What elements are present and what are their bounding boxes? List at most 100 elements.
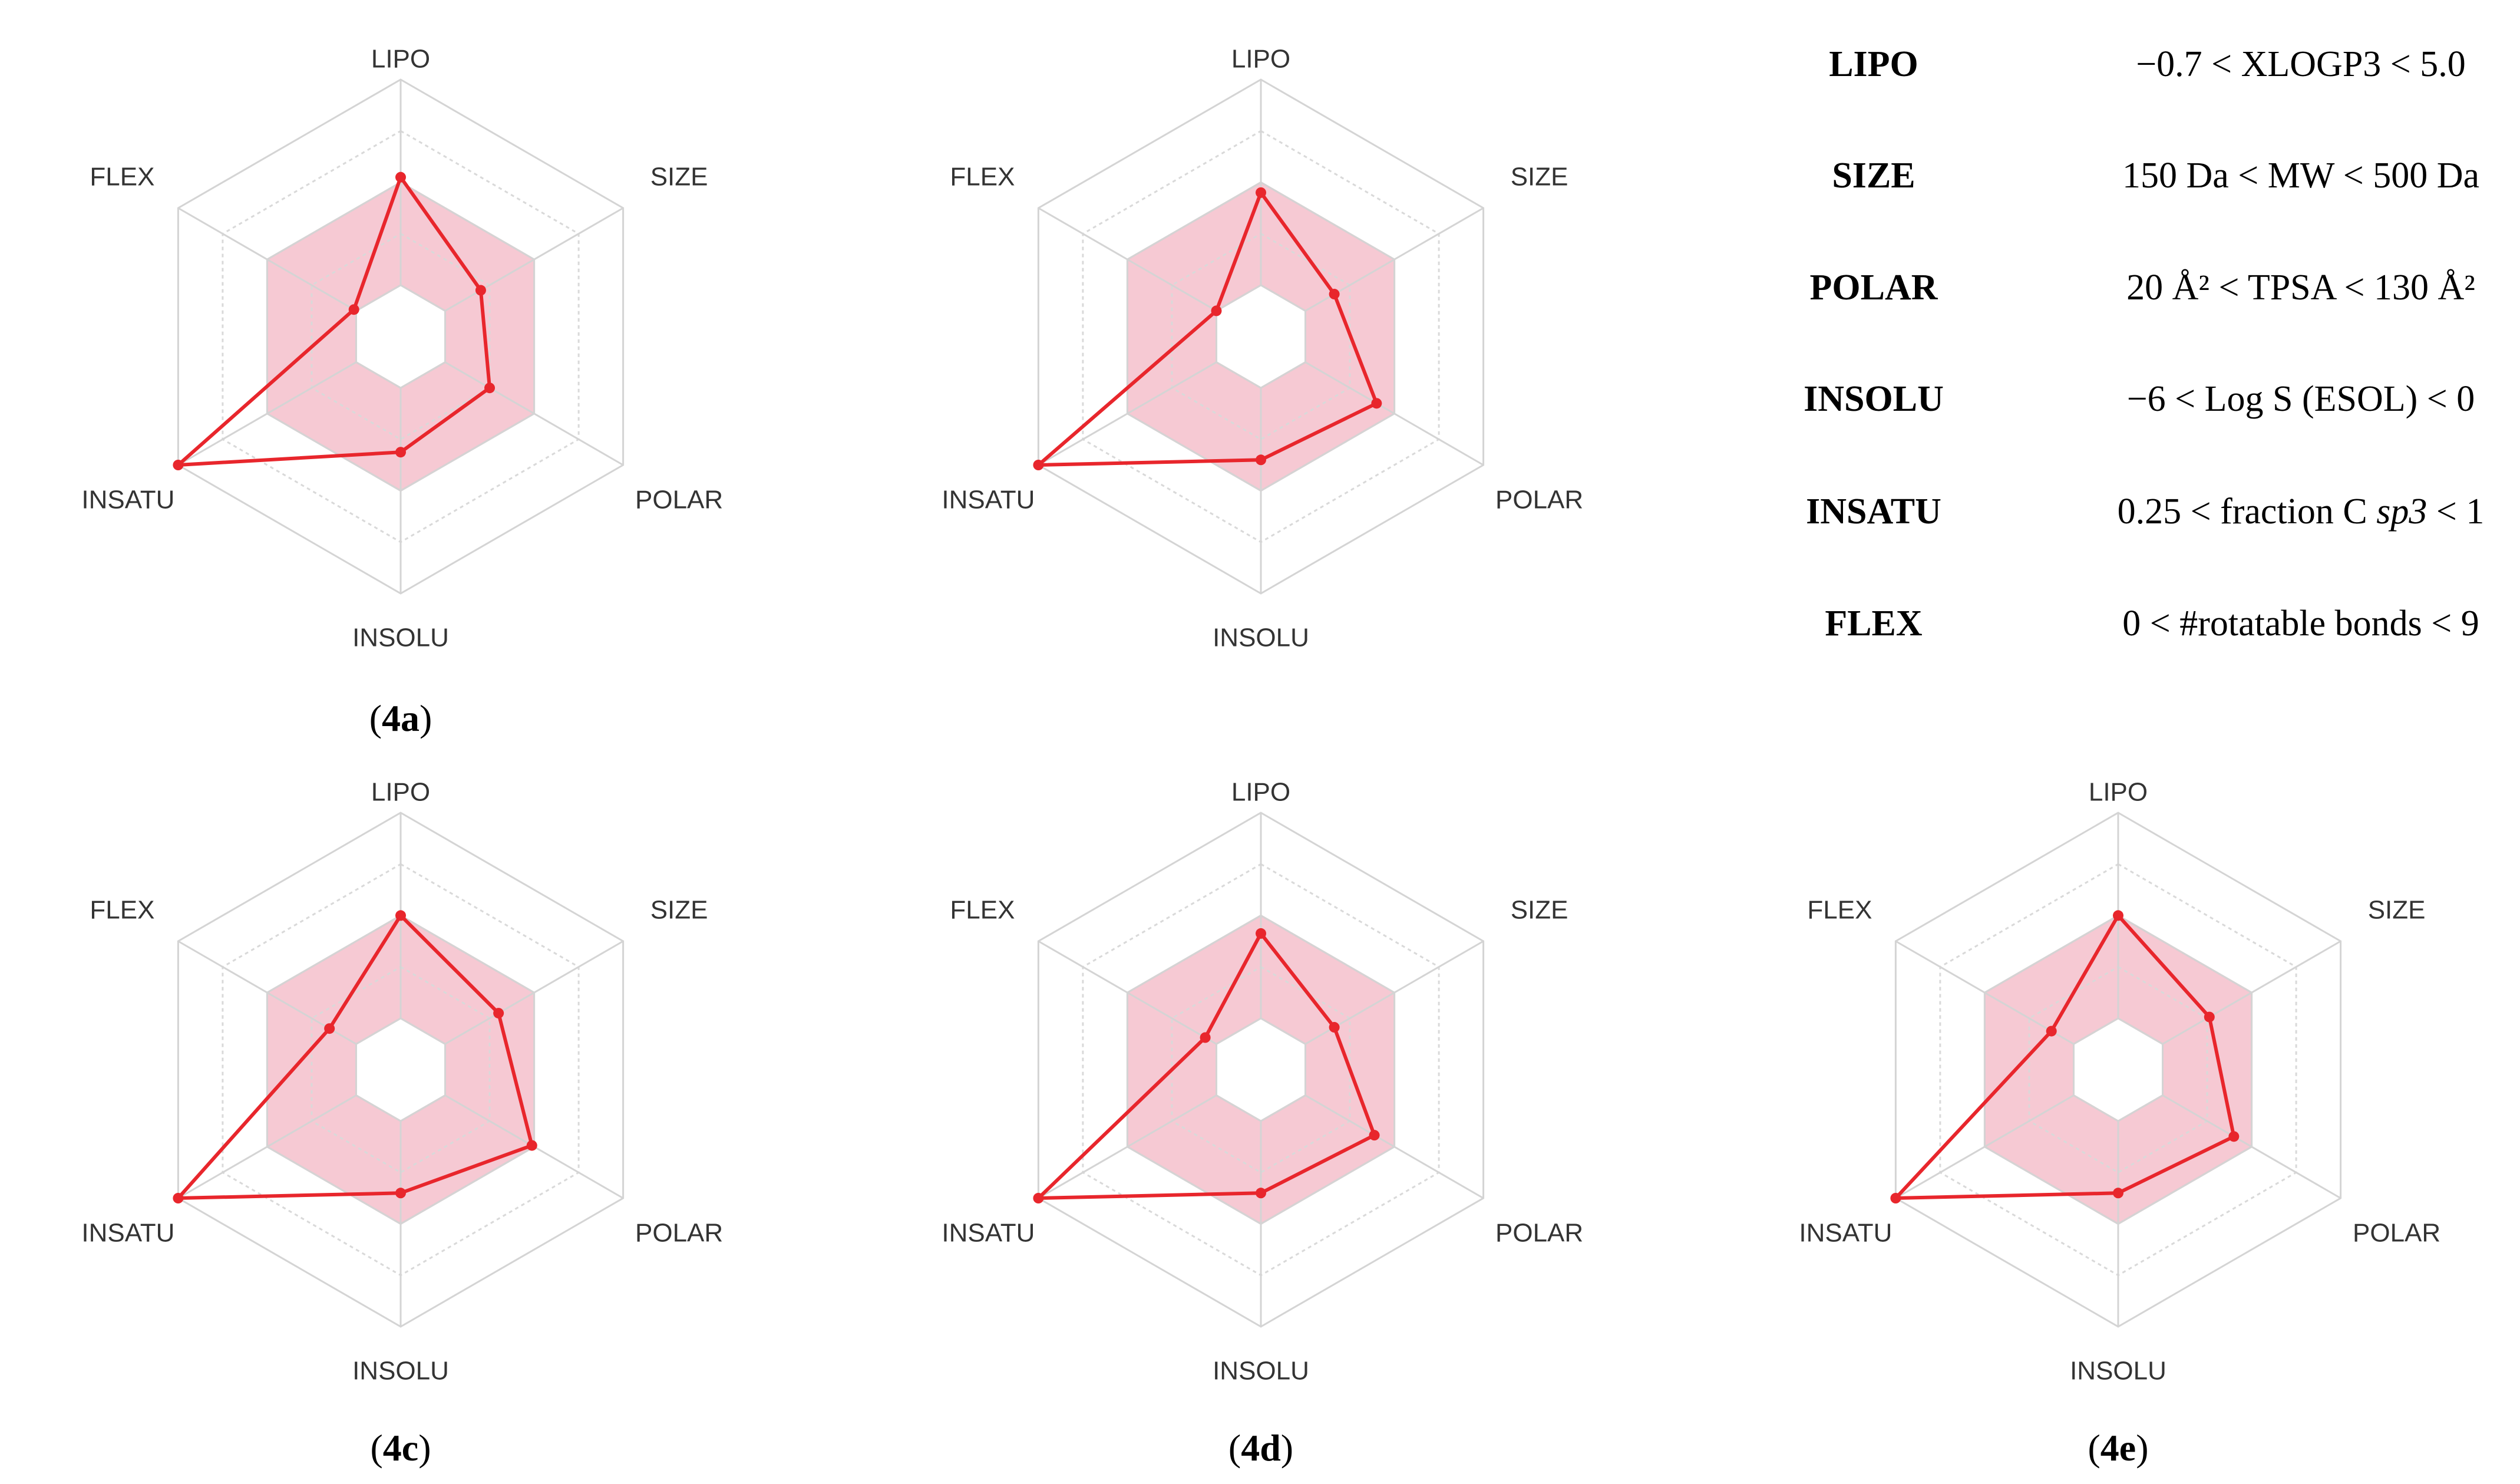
data-point-insatu — [1033, 460, 1044, 470]
data-point-flex — [324, 1023, 335, 1034]
data-point-insolu — [1256, 454, 1266, 466]
axis-spoke — [177, 1094, 357, 1199]
axis-label-insatu: INSATU — [81, 486, 174, 515]
axis-label-insolu: INSOLU — [1213, 624, 1309, 652]
data-point-insolu — [2113, 1188, 2123, 1199]
axis-label-flex: FLEX — [90, 163, 154, 192]
axis-label-polar: POLAR — [635, 486, 723, 515]
criteria-row-insolu: INSOLU −6 < Log S (ESOL) < 0 — [1804, 379, 2475, 419]
criteria-range: 0.25 < fraction C sp3 < 1 — [2118, 492, 2485, 532]
axis-label-size: SIZE — [650, 896, 708, 925]
panel-label-close: ) — [420, 697, 432, 739]
panel-label-open: ( — [369, 697, 382, 739]
axis-label-flex: FLEX — [950, 896, 1015, 925]
axis-spoke — [1304, 1094, 1484, 1199]
axis-label-flex: FLEX — [90, 896, 154, 925]
axis-label-polar: POLAR — [2353, 1219, 2440, 1248]
panel-label-close: ) — [2136, 1427, 2148, 1469]
axis-label-insatu: INSATU — [1799, 1219, 1892, 1248]
data-point-lipo — [2113, 910, 2123, 921]
axis-label-insatu: INSATU — [942, 1219, 1035, 1248]
radar-chart-5: LIPO SIZE POLAR INSOLU INSATU FLEX (4e) — [1799, 778, 2440, 1469]
panel-label: (4a) — [369, 697, 432, 739]
criteria-range: 0 < #rotatable bonds < 9 — [2122, 604, 2479, 644]
panel-label-close: ) — [1281, 1427, 1293, 1469]
data-point-polar — [1371, 398, 1382, 409]
panel-label: (4d) — [1228, 1427, 1293, 1469]
data-point-flex — [1211, 305, 1222, 316]
panel-label-open: ( — [370, 1427, 382, 1469]
axis-label-insatu: INSATU — [81, 1219, 174, 1248]
data-point-insatu — [173, 1193, 184, 1203]
data-point-insatu — [1033, 1193, 1044, 1203]
criteria-row-lipo: LIPO −0.7 < XLOGP3 < 5.0 — [1829, 44, 2466, 84]
data-point-flex — [1200, 1032, 1211, 1043]
axis-spoke — [444, 207, 624, 312]
criteria-range-italic: sp3 — [2376, 492, 2427, 532]
panel-label-id: 4e — [2100, 1427, 2136, 1469]
radar-chart-2: LIPO SIZE POLAR INSOLU INSATU FLEX — [942, 45, 1583, 652]
criteria-name: INSATU — [1806, 492, 1941, 532]
axis-label-insolu: INSOLU — [2070, 1357, 2166, 1386]
axis-spoke — [1038, 1094, 1217, 1199]
axis-spoke — [444, 940, 624, 1045]
axis-spoke — [1038, 361, 1217, 466]
data-point-size — [1329, 1022, 1340, 1033]
panel-label-id: 4d — [1241, 1427, 1281, 1469]
axis-spoke — [1038, 940, 1217, 1045]
axis-spoke — [177, 361, 357, 466]
data-point-insatu — [173, 460, 184, 470]
criteria-range: 20 Å² < TPSA < 130 Å² — [2126, 268, 2475, 308]
data-point-polar — [484, 382, 496, 394]
axis-spoke — [1895, 1094, 2075, 1199]
criteria-range: −6 < Log S (ESOL) < 0 — [2127, 379, 2475, 419]
data-point-lipo — [395, 910, 406, 921]
axis-label-lipo: LIPO — [371, 45, 430, 74]
panel-label-open: ( — [2088, 1427, 2100, 1469]
axis-spoke — [2162, 1094, 2341, 1199]
radar-chart-4: LIPO SIZE POLAR INSOLU INSATU FLEX (4d) — [942, 778, 1583, 1469]
axis-label-flex: FLEX — [950, 163, 1015, 192]
axis-label-lipo: LIPO — [1231, 778, 1290, 807]
data-point-lipo — [395, 172, 406, 183]
panel-label-open: ( — [1228, 1427, 1241, 1469]
axis-label-insolu: INSOLU — [1213, 1357, 1309, 1386]
panel-label-id: 4a — [382, 697, 420, 739]
axis-label-lipo: LIPO — [1231, 45, 1290, 74]
axis-label-polar: POLAR — [635, 1219, 723, 1248]
criteria-name: POLAR — [1810, 268, 1938, 308]
data-point-size — [475, 285, 486, 296]
axis-label-polar: POLAR — [1495, 1219, 1583, 1248]
criteria-row-size: SIZE 150 Da < MW < 500 Da — [1832, 156, 2479, 196]
data-point-size — [2204, 1011, 2215, 1023]
criteria-name: SIZE — [1832, 156, 1915, 196]
panel-label-id: 4c — [383, 1427, 418, 1469]
criteria-range: 150 Da < MW < 500 Da — [2122, 156, 2479, 196]
panel-label: (4e) — [2088, 1427, 2148, 1469]
radar-chart-3: LIPO SIZE POLAR INSOLU INSATU FLEX (4c) — [81, 778, 723, 1469]
axis-spoke — [177, 207, 357, 312]
data-point-insatu — [1890, 1193, 1901, 1203]
criteria-range-prefix: 0.25 < fraction C — [2118, 492, 2377, 532]
data-point-polar — [526, 1140, 537, 1151]
criteria-range-suffix: < 1 — [2427, 492, 2484, 532]
data-point-polar — [1369, 1130, 1380, 1141]
axis-label-flex: FLEX — [1807, 896, 1872, 925]
data-point-lipo — [1256, 928, 1266, 939]
data-point-size — [1329, 289, 1340, 300]
data-point-flex — [348, 304, 359, 315]
axis-label-insolu: INSOLU — [352, 1357, 449, 1386]
data-point-size — [493, 1008, 504, 1019]
axis-label-insolu: INSOLU — [352, 624, 449, 652]
axis-label-size: SIZE — [2368, 896, 2426, 925]
criteria-name: INSOLU — [1804, 379, 1944, 419]
data-point-insolu — [395, 1188, 406, 1199]
axis-spoke — [2162, 940, 2341, 1045]
panel-label-close: ) — [418, 1427, 431, 1469]
axis-label-lipo: LIPO — [2089, 778, 2148, 807]
axis-label-insatu: INSATU — [942, 486, 1035, 515]
axis-label-size: SIZE — [1511, 896, 1568, 925]
data-point-insolu — [1256, 1188, 1266, 1199]
data-point-lipo — [1256, 187, 1266, 198]
